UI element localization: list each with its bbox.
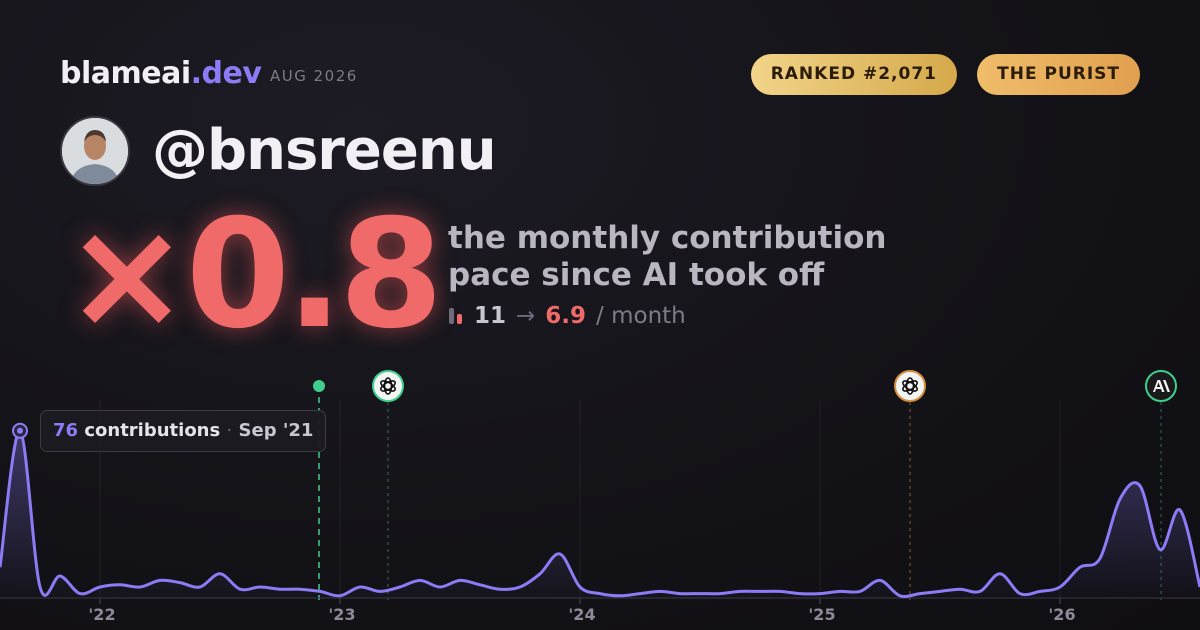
line <box>0 429 1200 598</box>
pace-arrow: → <box>516 303 536 329</box>
pace: 11 → 6.9 / month <box>448 303 686 329</box>
event-markers <box>313 370 1177 600</box>
pace-icon <box>449 308 462 324</box>
tooltip: 76 contributions · Sep '21 <box>40 410 327 452</box>
area <box>0 430 1200 598</box>
rank-badge: RANKED #2,071 <box>750 54 957 95</box>
pace-unit: / month <box>596 303 686 329</box>
anthropic-icon <box>1145 370 1177 402</box>
persona-badge: THE PURIST <box>977 54 1140 95</box>
brand: blameai.dev <box>60 56 262 91</box>
x-tick-label: '22 <box>88 605 115 624</box>
x-tick-label: '26 <box>1048 605 1075 624</box>
brand-name: blameai <box>60 56 191 91</box>
highlight-dot <box>17 427 23 434</box>
tooltip-separator: · <box>226 420 233 441</box>
avatar <box>60 116 130 186</box>
brand-tld: .dev <box>190 56 262 91</box>
tooltip-value: 76 <box>53 420 79 441</box>
x-tick-label: '24 <box>568 605 595 624</box>
caption: pace since AI took off <box>448 257 825 293</box>
openai-icon <box>372 370 404 402</box>
multiplier: ×0.8 <box>64 188 443 362</box>
openai-icon <box>894 370 926 402</box>
caption: the monthly contribution <box>448 220 887 256</box>
launch-dot <box>313 380 325 392</box>
x-tick-label: '23 <box>328 605 355 624</box>
pace-before: 11 <box>474 303 507 329</box>
pace-after: 6.9 <box>545 303 587 329</box>
tooltip-date: Sep '21 <box>238 420 314 441</box>
handle: @bnsreenu <box>152 118 497 183</box>
tooltip-label: contributions <box>84 420 221 441</box>
x-tick-label: '25 <box>808 605 835 624</box>
date: AUG 2026 <box>270 67 358 85</box>
